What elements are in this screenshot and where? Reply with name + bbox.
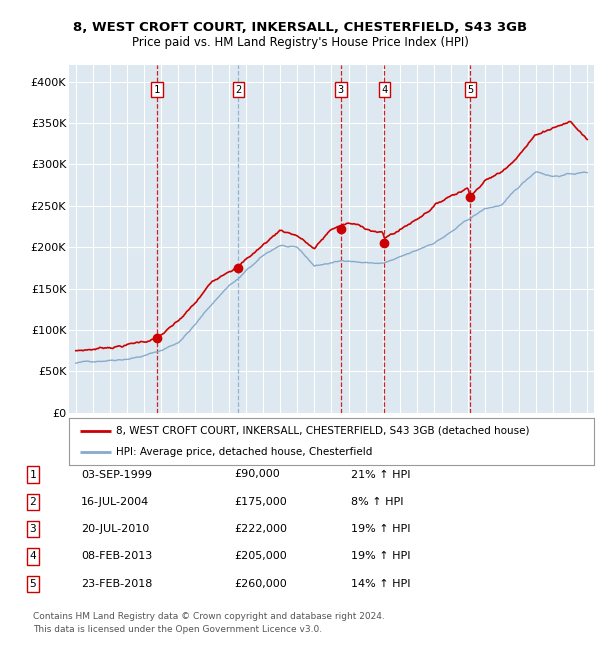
Text: 4: 4 <box>381 85 388 95</box>
Text: 19% ↑ HPI: 19% ↑ HPI <box>351 524 410 534</box>
Text: 5: 5 <box>29 578 37 589</box>
Text: 21% ↑ HPI: 21% ↑ HPI <box>351 469 410 480</box>
Text: 2: 2 <box>29 497 37 507</box>
Text: Price paid vs. HM Land Registry's House Price Index (HPI): Price paid vs. HM Land Registry's House … <box>131 36 469 49</box>
Text: 1: 1 <box>154 85 160 95</box>
Text: £175,000: £175,000 <box>234 497 287 507</box>
Text: 19% ↑ HPI: 19% ↑ HPI <box>351 551 410 562</box>
Text: 08-FEB-2013: 08-FEB-2013 <box>81 551 152 562</box>
Text: 03-SEP-1999: 03-SEP-1999 <box>81 469 152 480</box>
Text: 3: 3 <box>29 524 37 534</box>
Text: 20-JUL-2010: 20-JUL-2010 <box>81 524 149 534</box>
Text: 23-FEB-2018: 23-FEB-2018 <box>81 578 152 589</box>
Text: 8% ↑ HPI: 8% ↑ HPI <box>351 497 404 507</box>
Text: 16-JUL-2004: 16-JUL-2004 <box>81 497 149 507</box>
Text: Contains HM Land Registry data © Crown copyright and database right 2024.: Contains HM Land Registry data © Crown c… <box>33 612 385 621</box>
Text: 5: 5 <box>467 85 473 95</box>
Text: This data is licensed under the Open Government Licence v3.0.: This data is licensed under the Open Gov… <box>33 625 322 634</box>
Text: HPI: Average price, detached house, Chesterfield: HPI: Average price, detached house, Ches… <box>116 447 373 457</box>
Text: £90,000: £90,000 <box>234 469 280 480</box>
Text: £260,000: £260,000 <box>234 578 287 589</box>
Text: 2: 2 <box>235 85 242 95</box>
Text: 3: 3 <box>338 85 344 95</box>
Text: 1: 1 <box>29 469 37 480</box>
Text: 14% ↑ HPI: 14% ↑ HPI <box>351 578 410 589</box>
Text: 8, WEST CROFT COURT, INKERSALL, CHESTERFIELD, S43 3GB: 8, WEST CROFT COURT, INKERSALL, CHESTERF… <box>73 21 527 34</box>
Text: £205,000: £205,000 <box>234 551 287 562</box>
Text: 4: 4 <box>29 551 37 562</box>
Text: £222,000: £222,000 <box>234 524 287 534</box>
Text: 8, WEST CROFT COURT, INKERSALL, CHESTERFIELD, S43 3GB (detached house): 8, WEST CROFT COURT, INKERSALL, CHESTERF… <box>116 426 530 436</box>
